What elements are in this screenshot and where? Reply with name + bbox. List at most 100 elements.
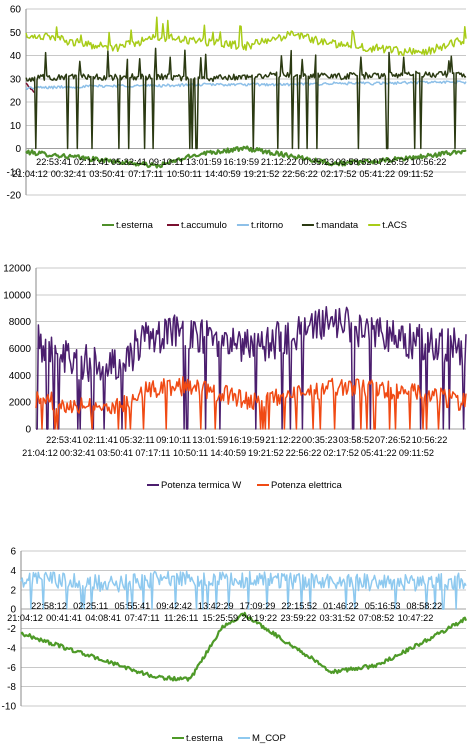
y-tick-label: 2 (10, 585, 16, 596)
y-tick-label: 10000 (3, 290, 31, 301)
x-tick-label: 07:26:52 (373, 157, 409, 167)
y-tick-label: 12000 (3, 264, 31, 275)
series-line (25, 145, 467, 169)
y-tick-label: 8000 (9, 317, 32, 328)
x-tick-label: 07:17:11 (128, 169, 163, 179)
y-tick-label: 2000 (9, 398, 32, 409)
x-tick-label: 22:56:22 (282, 169, 318, 179)
legend-label: t.mandata (316, 220, 359, 231)
x-tick-label: 14:40:59 (210, 448, 246, 458)
legend-label: t.ritorno (251, 220, 283, 231)
chart-temperatures: -20 -10 0 10 20 30 40 50 60 22:53:41 02:11:41 05:32… (7, 5, 467, 231)
x-tick-label: 20:19:22 (241, 613, 277, 623)
x-tick-label: 03:58:52 (336, 157, 372, 167)
y-tick-label: 6000 (9, 344, 32, 355)
series-line (25, 47, 467, 150)
series-line (20, 611, 468, 682)
x-tick-label: 09:11:52 (398, 169, 433, 179)
x-tick-label: 05:41:22 (361, 448, 397, 458)
x-tick-label: 21:04:12 (12, 169, 48, 179)
x-tick-label: 10:47:22 (398, 613, 434, 623)
legend-label: Potenza elettrica (271, 480, 342, 491)
x-tick-label: 21:04:12 (7, 613, 43, 623)
x-tick-label: 11:26:11 (164, 613, 198, 623)
y-tick-label: 4 (10, 566, 16, 577)
x-tick-label: 16:19:59 (223, 157, 259, 167)
y-tick-label: 40 (10, 51, 22, 62)
legend-label: Potenza termica W (161, 480, 241, 491)
y-tick-label: -20 (7, 191, 22, 202)
x-tick-label: 05:32:41 (111, 157, 147, 167)
y-tick-label: -10 (2, 702, 17, 713)
x-tick-label: 09:11:52 (399, 448, 434, 458)
x-tick-label: 00:32:41 (60, 448, 96, 458)
x-tick-label: 04:08:41 (85, 613, 121, 623)
x-tick-label: 02:25:11 (73, 601, 108, 611)
x-tick-label: 22:56:22 (286, 448, 322, 458)
x-tick-label: 09:42:42 (156, 601, 192, 611)
y-tick-label: 0 (10, 605, 16, 616)
y-tick-label: -2 (7, 624, 16, 635)
x-tick-label: 22:53:41 (46, 435, 82, 445)
x-tick-label: 05:16:53 (365, 601, 401, 611)
x-tick-label: 10:56:22 (412, 435, 448, 445)
series-line (35, 376, 467, 430)
series-line (25, 16, 467, 56)
y-tick-label: 50 (10, 28, 22, 39)
x-tick-label: 02:17:52 (321, 169, 357, 179)
y-tick-label: 60 (10, 5, 22, 16)
x-tick-label: 19:21:52 (248, 448, 284, 458)
y-tick-label: -8 (7, 682, 16, 693)
y-tick-label: 20 (10, 98, 22, 109)
x-tick-label: 07:08:52 (359, 613, 395, 623)
x-tick-label: 05:55:41 (115, 601, 151, 611)
x-tick-label: 02:11:41 (74, 157, 109, 167)
x-tick-label: 14:40:59 (205, 169, 241, 179)
y-tick-label: -10 (7, 167, 22, 178)
x-tick-label: 02:11:41 (83, 435, 118, 445)
x-tick-label: 13:42:29 (198, 601, 234, 611)
x-tick-label: 09:10:11 (149, 157, 184, 167)
x-tick-label: 16:19:59 (229, 435, 265, 445)
y-tick-label: -6 (7, 663, 16, 674)
series-line (36, 305, 467, 430)
x-tick-label: 19:21:52 (244, 169, 280, 179)
x-tick-label: 22:58:12 (31, 601, 67, 611)
x-tick-label: 03:31:52 (319, 613, 355, 623)
x-tick-label: 03:58:52 (338, 435, 374, 445)
x-tick-label: 08:58:22 (406, 601, 442, 611)
chart-power: 0 2000 4000 6000 8000 10000 12000 22:53:41 02:11… (3, 264, 467, 491)
x-tick-label: 07:17:11 (135, 448, 170, 458)
legend-label: t.esterna (186, 733, 224, 744)
legend-label: t.esterna (116, 220, 154, 231)
legend-label: t.accumulo (181, 220, 227, 231)
x-tick-label: 00:35:23 (302, 435, 338, 445)
x-tick-label: 15:25:59 (202, 613, 238, 623)
x-tick-label: 03:50:41 (89, 169, 125, 179)
x-tick-label: 10:50:11 (173, 448, 208, 458)
y-tick-label: 0 (15, 144, 21, 155)
x-tick-label: 05:41:22 (359, 169, 395, 179)
x-tick-label: 22:53:41 (36, 157, 72, 167)
legend-label: M_COP (252, 733, 286, 744)
series-line (25, 80, 467, 91)
x-tick-label: 10:50:11 (167, 169, 202, 179)
x-tick-label: 00:41:41 (46, 613, 82, 623)
y-tick-label: 6 (10, 547, 16, 558)
x-tick-label: 01:46:22 (323, 601, 359, 611)
y-tick-label: 4000 (9, 371, 32, 382)
x-tick-label: 07:47:11 (125, 613, 160, 623)
x-tick-label: 21:12:22 (265, 435, 301, 445)
chart-cop: -10 -8 -6 -4 -2 0 2 4 6 22:58:12 02:25:11 05:55:41 0… (2, 547, 468, 744)
series-line (20, 570, 467, 610)
x-tick-label: 22:15:52 (281, 601, 317, 611)
x-tick-label: 00:32:41 (51, 169, 87, 179)
x-tick-label: 17:09:29 (240, 601, 276, 611)
x-tick-label: 13:01:59 (186, 157, 222, 167)
x-tick-label: 21:12:22 (261, 157, 297, 167)
x-tick-label: 02:17:52 (323, 448, 359, 458)
x-tick-label: 09:10:11 (156, 435, 191, 445)
series-line (25, 82, 36, 94)
x-tick-label: 05:32:11 (120, 435, 155, 445)
